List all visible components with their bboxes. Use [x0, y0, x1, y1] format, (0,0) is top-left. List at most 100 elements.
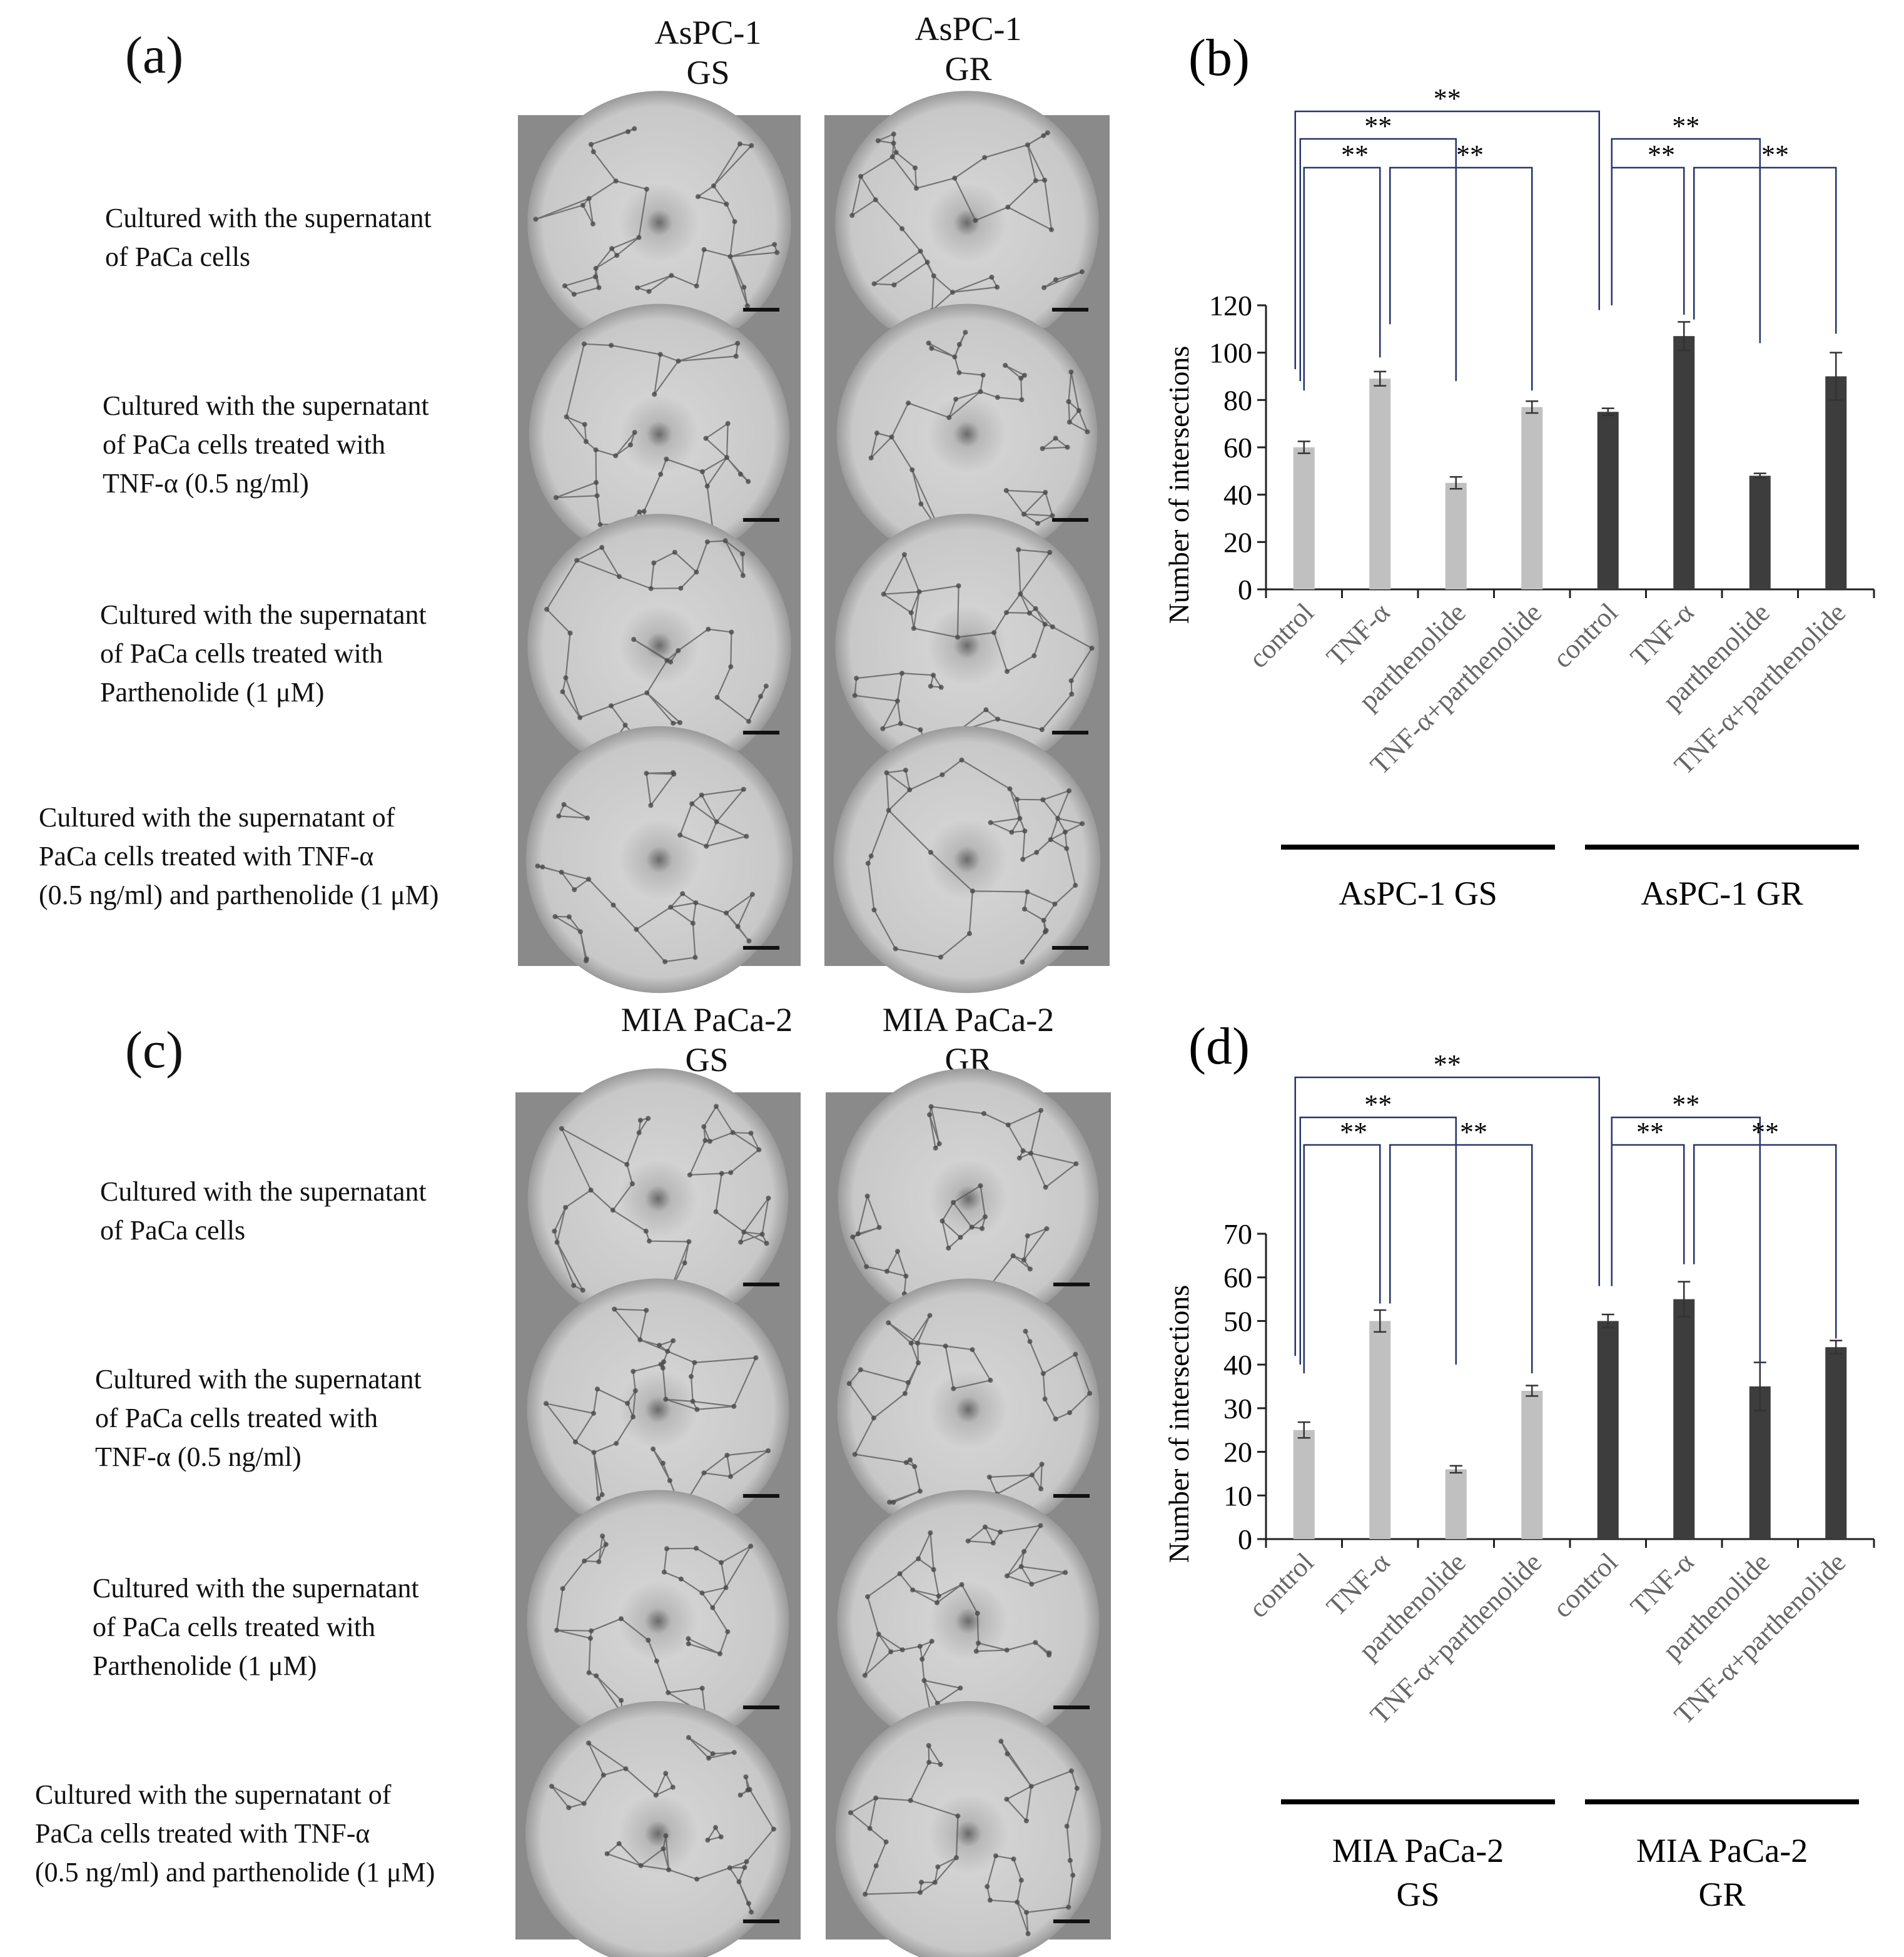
panel-c-row-2-label: Cultured with the supernatant of PaCa ce…: [95, 1360, 422, 1477]
panel-c-col-1-line2: GS: [685, 1041, 729, 1079]
panel-a-scale-bar-r4-c1: [743, 946, 779, 950]
chart-d-y-tick-label-4: 40: [1223, 1349, 1252, 1381]
chart-b-category-label-4: control: [1547, 597, 1624, 674]
panel-c-micrograph-r1-c2: [826, 1068, 1111, 1329]
chart-d-y-tick-label-0: 0: [1238, 1523, 1252, 1555]
panel-a-col-1-line2: GS: [686, 54, 730, 91]
chart-b-significance-bracket-3: [1389, 166, 1533, 391]
chart-b-y-tick-label-6: 120: [1209, 290, 1252, 322]
chart-b-bar-3: [1521, 407, 1543, 589]
panel-c-micrograph-r4-c1: [515, 1701, 801, 1957]
panel-d-bar-chart: (d) 0 10 20 30 40 50 60 70 Number of intersection…: [1163, 1017, 1875, 1913]
chart-b-significance-mark-4: **: [1672, 111, 1699, 141]
panel-c-scale-bar-r2-c1: [743, 1494, 779, 1498]
panel-c-micrograph-r1-c1: [515, 1068, 801, 1329]
panel-c-micrograph-r4-c2: [826, 1701, 1111, 1957]
panel-c-row-3-label: Cultured with the supernatant of PaCa ce…: [93, 1569, 419, 1685]
chart-d-error-bar-5: [1678, 1281, 1691, 1318]
chart-b-bar-0: [1293, 447, 1315, 589]
panel-a-col-1-line1: AsPC-1: [654, 14, 762, 51]
panel-a-micrograph-r2-c1: [518, 303, 801, 565]
panel-a-row-3-line1: Cultured with the supernatant: [100, 599, 427, 630]
panel-c-scale-bar-r4-c1: [743, 1919, 779, 1923]
chart-b-error-bar-4: [1601, 407, 1614, 417]
panel-a-micrograph-r4-c1: [518, 726, 801, 994]
panel-a-micrograph-r1-c1: [518, 91, 801, 355]
panel-a-scale-bar-r1-c2: [1052, 308, 1088, 312]
chart-b-bar-4: [1597, 412, 1619, 589]
panel-a-scale-bar-r2-c2: [1052, 518, 1088, 522]
panel-a-row-1-line2: of PaCa cells: [105, 241, 251, 272]
chart-d-y-tick-label-1: 10: [1223, 1480, 1252, 1512]
chart-b-y-tick-label-5: 100: [1209, 337, 1252, 369]
chart-b-significance-mark-5: **: [1648, 140, 1675, 170]
chart-d-y-tick-label-2: 20: [1223, 1436, 1252, 1468]
chart-b-y-tick-label-4: 80: [1223, 384, 1252, 416]
panel-a-col-2-line1: AsPC-1: [914, 10, 1022, 48]
chart-b-significance-mark-2: **: [1341, 140, 1369, 170]
chart-d-y-tick-label-3: 30: [1223, 1393, 1252, 1425]
panel-a-row-3-label: Cultured with the supernatant of PaCa ce…: [100, 596, 427, 712]
chart-b-significance-mark-1: **: [1364, 111, 1392, 141]
chart-d-y-tick-label-6: 60: [1223, 1262, 1252, 1294]
panel-c-row-2-line2: of PaCa cells treated with: [95, 1403, 378, 1433]
panel-c-col-1-line1: MIA PaCa-2: [620, 1001, 793, 1039]
panel-a-row-4-line1: Cultured with the supernatant of: [39, 802, 395, 833]
chart-d-error-bar-4: [1601, 1313, 1614, 1329]
chart-d-letter: (d): [1188, 1017, 1250, 1075]
panel-c-row-2-line3: TNF-α (0.5 ng/ml): [95, 1441, 301, 1472]
chart-d-y-tick-label-5: 50: [1223, 1305, 1252, 1337]
chart-b-bar-2: [1445, 482, 1467, 589]
chart-d-bar-4: [1597, 1321, 1619, 1539]
panel-a-row-2-line1: Cultured with the supernatant: [103, 390, 429, 421]
chart-b-error-bar-5: [1678, 321, 1691, 352]
panel-c-row-1-line1: Cultured with the supernatant: [100, 1176, 427, 1207]
panel-a-micrograph-r2-c2: [824, 303, 1110, 565]
chart-b-error-bar-2: [1449, 476, 1462, 490]
chart-d-y-axis-label: Number of intersections: [1163, 1285, 1195, 1563]
panel-c-row-1-line2: of PaCa cells: [100, 1215, 246, 1246]
chart-d-significance-mark-0: **: [1434, 1049, 1461, 1080]
chart-d-group-label-1-line1: MIA PaCa-2: [1636, 1832, 1808, 1869]
panel-a-micrograph-r3-c2: [824, 514, 1110, 778]
chart-d-category-label-4: control: [1547, 1547, 1624, 1624]
chart-b-error-bar-0: [1297, 440, 1310, 454]
chart-b-significance-mark-6: **: [1761, 140, 1789, 170]
panel-c-micrograph-r2-c1: [515, 1278, 801, 1541]
chart-d-bar-5: [1673, 1299, 1695, 1539]
chart-b-y-tick-label-0: 0: [1238, 574, 1252, 606]
panel-c-row-3-line3: Parthenolide (1 μM): [93, 1650, 317, 1681]
chart-d-significance-bracket-1: [1299, 1116, 1457, 1365]
chart-d-bar-0: [1293, 1430, 1315, 1539]
chart-d-group-label-1-line2: GR: [1698, 1876, 1745, 1913]
chart-b-bar-1: [1369, 379, 1391, 589]
panel-a-scale-bar-r4-c2: [1052, 946, 1088, 950]
chart-b-y-tick-label-2: 40: [1223, 479, 1252, 511]
panel-a-row-3-line3: Parthenolide (1 μM): [100, 677, 325, 708]
panel-c-row-4-line2: PaCa cells treated with TNF-α: [35, 1818, 370, 1849]
panel-c-col-2-line1: MIA PaCa-2: [882, 1001, 1055, 1039]
panel-c-letter: (c): [125, 1021, 184, 1079]
chart-d-significance-bracket-3: [1389, 1144, 1533, 1374]
panel-c-micrograph-r3-c2: [826, 1490, 1111, 1752]
panel-c-scale-bar-r2-c2: [1053, 1494, 1090, 1498]
panel-c-row-2-line1: Cultured with the supernatant: [95, 1364, 422, 1395]
panel-c-row-4-label: Cultured with the supernatant of PaCa ce…: [35, 1776, 435, 1892]
chart-d-significance-bracket-6: [1693, 1144, 1837, 1339]
chart-d-bar-2: [1445, 1469, 1467, 1539]
chart-d-significance-mark-3: **: [1460, 1117, 1487, 1147]
chart-d-significance-bracket-0: [1294, 1076, 1600, 1356]
chart-b-significance-bracket-2: [1303, 166, 1381, 391]
panel-a-scale-bar-r3-c1: [743, 731, 779, 735]
chart-b-error-bar-6: [1753, 472, 1766, 479]
chart-b-error-bar-3: [1526, 400, 1539, 414]
chart-d-category-label-5: TNF-α: [1624, 1547, 1699, 1622]
panel-c-scale-bar-r1-c1: [743, 1283, 779, 1286]
chart-b-category-label-1: TNF-α: [1320, 597, 1395, 672]
panel-a-row-4-line2: PaCa cells treated with TNF-α: [39, 841, 374, 872]
panel-a-col-1-header: AsPC-1 GS: [614, 13, 802, 93]
chart-d-significance-mark-1: **: [1364, 1089, 1392, 1120]
chart-b-category-label-5: TNF-α: [1624, 597, 1699, 672]
panel-b-bar-chart: (b) 0 20 40 60 80 100 120 Number of intersection…: [1163, 29, 1875, 912]
chart-b-significance-bracket-0: [1294, 110, 1600, 370]
